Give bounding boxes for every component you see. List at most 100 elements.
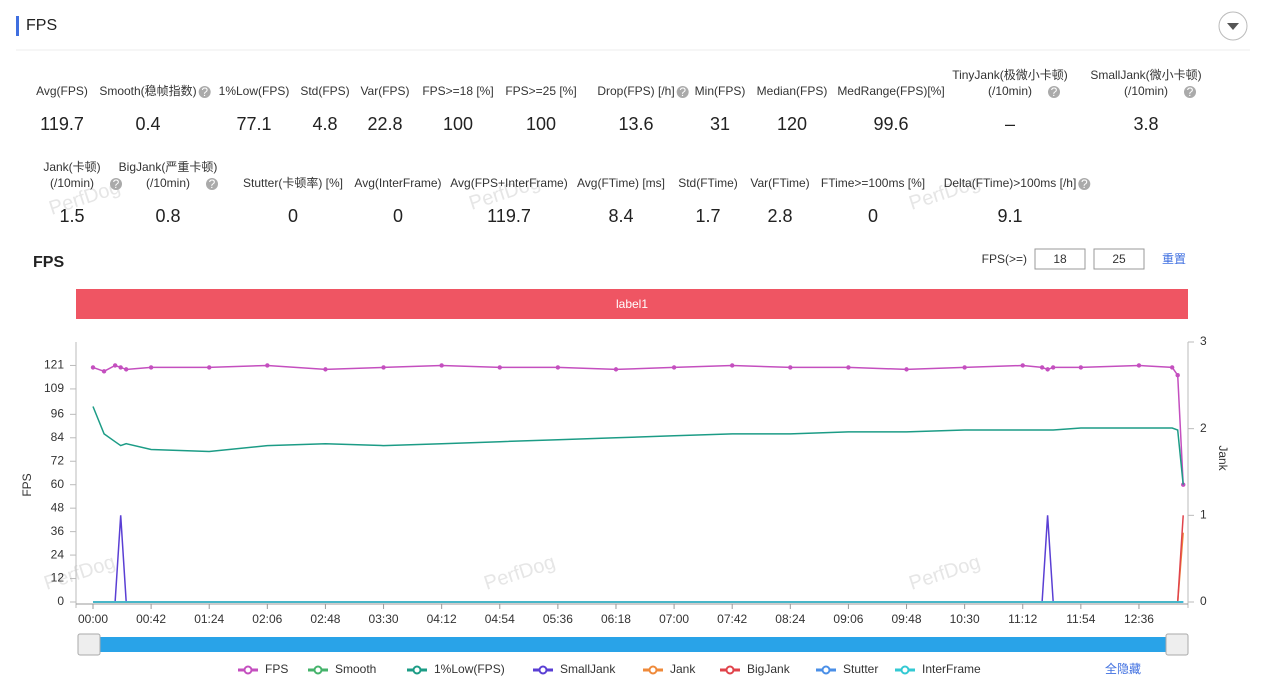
legend-label[interactable]: SmallJank — [560, 662, 616, 676]
legend-dot[interactable] — [538, 665, 548, 675]
x-tick-label: 07:42 — [717, 612, 747, 626]
collapse-button[interactable] — [1218, 11, 1248, 41]
stat-value: 119.7 — [487, 206, 531, 226]
stat-value: – — [1005, 114, 1015, 134]
stat-label: Drop(FPS) [/h] — [597, 84, 674, 98]
stat-value: 0 — [288, 206, 298, 226]
stat-value: 8.4 — [608, 206, 633, 226]
legend-label[interactable]: InterFrame — [922, 662, 981, 676]
y-tick-label: 96 — [51, 407, 65, 421]
stat-value: 1.5 — [59, 206, 84, 226]
series-line — [92, 406, 1184, 485]
help-icon-glyph: ? — [679, 85, 686, 99]
stat-label: Median(FPS) — [757, 84, 828, 98]
y-tick-label: 48 — [51, 500, 65, 514]
x-tick-label: 04:12 — [427, 612, 457, 626]
stat-value: 0 — [393, 206, 403, 226]
x-tick-label: 02:48 — [310, 612, 340, 626]
collapse-arrow[interactable] — [1227, 23, 1239, 30]
legend-label[interactable]: 1%Low(FPS) — [434, 662, 505, 676]
legend-dot[interactable] — [725, 665, 735, 675]
stat-label: Avg(FPS) — [36, 84, 88, 98]
point — [1039, 365, 1045, 370]
x-tick-label: 02:06 — [252, 612, 282, 626]
x-tick-label: 10:30 — [950, 612, 980, 626]
slider-handle[interactable] — [1165, 633, 1189, 656]
point — [1020, 363, 1025, 368]
point — [265, 363, 270, 368]
x-tick-label: 05:36 — [543, 612, 573, 626]
y2-tick-label: 0 — [1200, 594, 1207, 608]
help-icon-glyph: ? — [201, 85, 208, 99]
point — [381, 365, 386, 370]
legend-label[interactable]: Jank — [670, 662, 696, 676]
help-icon — [110, 178, 123, 190]
y-tick-label: 72 — [51, 453, 65, 467]
stat-value: 9.1 — [997, 206, 1022, 226]
stat-label: Delta(FTime)>100ms [/h] — [944, 176, 1077, 190]
stat-label: TinyJank(极微小卡顿) — [952, 68, 1068, 82]
stat-value: 99.6 — [873, 114, 908, 134]
x-tick-label: 01:24 — [194, 612, 224, 626]
legend-dot[interactable] — [648, 665, 658, 675]
stat-value: 77.1 — [236, 114, 271, 134]
y-tick-label: 24 — [51, 547, 65, 561]
stat-label: BigJank(严重卡顿) — [119, 160, 218, 174]
point — [439, 363, 444, 368]
threshold-value[interactable]: 18 — [1053, 252, 1067, 266]
legend-item[interactable]: FPS — [238, 662, 288, 676]
legend-label[interactable]: Stutter — [843, 662, 878, 676]
point — [1078, 365, 1084, 370]
y-tick-label: 84 — [51, 430, 65, 444]
legend-label[interactable]: Smooth — [335, 662, 376, 676]
legend-label[interactable]: BigJank — [747, 662, 791, 676]
point — [1175, 373, 1180, 378]
stat-label: FTime>=100ms [%] — [821, 176, 925, 190]
title-accent — [16, 16, 19, 36]
legend-item[interactable]: Jank — [643, 662, 696, 676]
legend-item[interactable]: InterFrame — [895, 662, 981, 676]
legend-item[interactable]: SmallJank — [533, 662, 616, 676]
stat-label: (/10min) — [50, 176, 94, 190]
stat-label: (/10min) — [1124, 84, 1168, 98]
reset-button[interactable]: 重置 — [1162, 252, 1186, 266]
stat-label: Smooth(稳帧指数) — [99, 83, 196, 98]
legend-item[interactable]: Smooth — [308, 662, 376, 676]
stat-label: Stutter(卡顿率) [%] — [243, 175, 343, 190]
stat-label: Avg(FTime) [ms] — [577, 176, 665, 190]
stat-label: FPS>=25 [%] — [505, 84, 576, 98]
x-tick-label: 08:24 — [775, 612, 805, 626]
range-slider[interactable] — [78, 637, 1188, 652]
help-icon — [676, 86, 689, 98]
stat-value: 119.7 — [40, 114, 84, 134]
hide-all-button[interactable]: 全隐藏 — [1105, 661, 1141, 676]
stat-label: Std(FTime) — [678, 176, 738, 190]
stat-label: FPS>=18 [%] — [422, 84, 493, 98]
legend-item[interactable]: BigJank — [720, 662, 791, 676]
point — [124, 367, 129, 372]
y2-tick-label: 2 — [1200, 421, 1207, 435]
stat-value: 31 — [710, 114, 730, 134]
legend-dot[interactable] — [243, 665, 253, 675]
stat-label: Avg(FPS+InterFrame) — [450, 176, 567, 190]
x-tick-label: 04:54 — [485, 612, 515, 626]
y-tick-label: 0 — [57, 594, 64, 608]
stat-value: 3.8 — [1133, 114, 1158, 134]
legend-dot[interactable] — [821, 665, 831, 675]
slider-handle[interactable] — [77, 633, 101, 656]
y-tick-label: 109 — [44, 381, 64, 395]
stat-label: MedRange(FPS)[%] — [837, 84, 944, 98]
point — [207, 365, 212, 370]
threshold-input[interactable] — [1034, 248, 1086, 270]
legend-dot[interactable] — [412, 665, 422, 675]
threshold-input[interactable] — [1093, 248, 1145, 270]
legend-dot[interactable] — [313, 665, 323, 675]
legend-item[interactable]: 1%Low(FPS) — [407, 662, 505, 676]
y-tick-label: 121 — [44, 358, 64, 372]
legend-dot[interactable] — [900, 665, 910, 675]
legend-item[interactable]: Stutter — [816, 662, 878, 676]
x-tick-label: 09:06 — [833, 612, 863, 626]
threshold-value[interactable]: 25 — [1112, 252, 1126, 266]
point — [1136, 363, 1142, 368]
legend-label[interactable]: FPS — [265, 662, 288, 676]
